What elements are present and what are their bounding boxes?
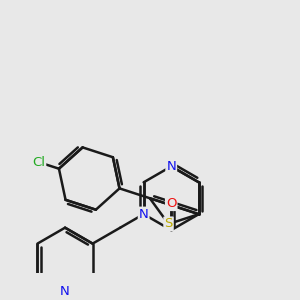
Text: O: O bbox=[166, 197, 176, 210]
Text: N: N bbox=[60, 285, 70, 298]
Text: N: N bbox=[139, 208, 148, 221]
Text: Cl: Cl bbox=[32, 156, 45, 169]
Text: N: N bbox=[167, 160, 176, 173]
Text: S: S bbox=[164, 218, 173, 230]
